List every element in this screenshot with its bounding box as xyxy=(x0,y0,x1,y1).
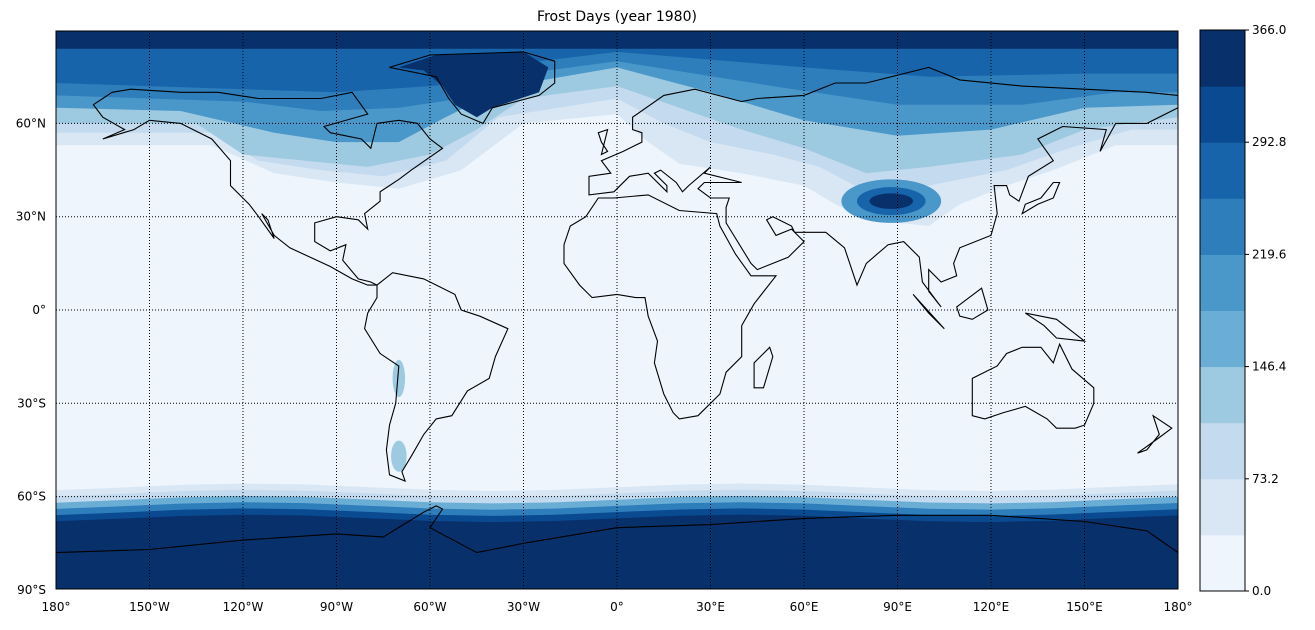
coastline xyxy=(956,287,989,320)
colorbar-bin xyxy=(1200,366,1245,424)
coastline xyxy=(1024,312,1087,342)
colorbar-bin xyxy=(1200,198,1245,255)
colorbar-bin xyxy=(1200,254,1245,311)
lon-label: 150°W xyxy=(129,600,170,614)
colorbar-bin xyxy=(1200,534,1245,592)
coastline xyxy=(1137,414,1173,454)
frost-field xyxy=(391,440,407,472)
frost-field xyxy=(869,193,914,209)
lon-label: 180° xyxy=(42,600,71,614)
colorbar-bin xyxy=(1200,422,1245,480)
lat-label: 60°N xyxy=(16,116,46,130)
lon-label: 0° xyxy=(610,600,624,614)
coastline xyxy=(56,505,1178,554)
colorbar-tick-label: 219.6 xyxy=(1252,247,1286,261)
map-frame xyxy=(55,30,1179,590)
frost-field xyxy=(392,359,406,398)
lat-label: 30°N xyxy=(16,210,46,224)
lon-label: 180° xyxy=(1164,600,1193,614)
lat-label: 60°S xyxy=(17,490,46,504)
lon-label: 90°W xyxy=(320,600,353,614)
coastline xyxy=(92,88,444,286)
coastline xyxy=(971,342,1095,429)
colorbar-tick-label: 292.8 xyxy=(1252,135,1286,149)
coastline xyxy=(597,128,609,156)
lon-label: 150°E xyxy=(1066,600,1103,614)
lon-label: 60°W xyxy=(413,600,446,614)
colorbar-bin xyxy=(1200,30,1245,87)
colorbar-tick-label: 146.4 xyxy=(1252,360,1286,374)
lon-label: 30°E xyxy=(696,600,725,614)
map-title: Frost Days (year 1980) xyxy=(537,9,697,25)
coastline xyxy=(588,66,1178,308)
lon-label: 90°E xyxy=(883,600,912,614)
coastline xyxy=(563,194,778,420)
coastline xyxy=(912,294,945,330)
map-area xyxy=(56,31,1178,589)
colorbar-bin xyxy=(1200,478,1245,536)
colorbar-tick-label: 0.0 xyxy=(1252,584,1271,598)
lon-label: 120°E xyxy=(973,600,1010,614)
lat-label: 30°S xyxy=(17,396,46,410)
frost-field xyxy=(398,51,549,118)
colorbar-tick-label: 73.2 xyxy=(1252,472,1279,486)
lon-label: 120°W xyxy=(223,600,264,614)
colorbar-bin xyxy=(1200,142,1245,199)
colorbar-bin xyxy=(1200,86,1245,143)
colorbar-bin xyxy=(1200,310,1245,368)
coastline xyxy=(364,272,509,482)
lon-label: 30°W xyxy=(507,600,540,614)
coastline xyxy=(753,346,774,389)
colorbar-tick-label: 366.0 xyxy=(1252,23,1286,37)
lat-label: 0° xyxy=(32,303,46,317)
frost-field xyxy=(56,514,1178,589)
lat-label: 90°S xyxy=(17,583,46,597)
colorbar-frame xyxy=(1199,29,1246,592)
coastline xyxy=(1021,181,1061,215)
lon-label: 60°E xyxy=(790,600,819,614)
